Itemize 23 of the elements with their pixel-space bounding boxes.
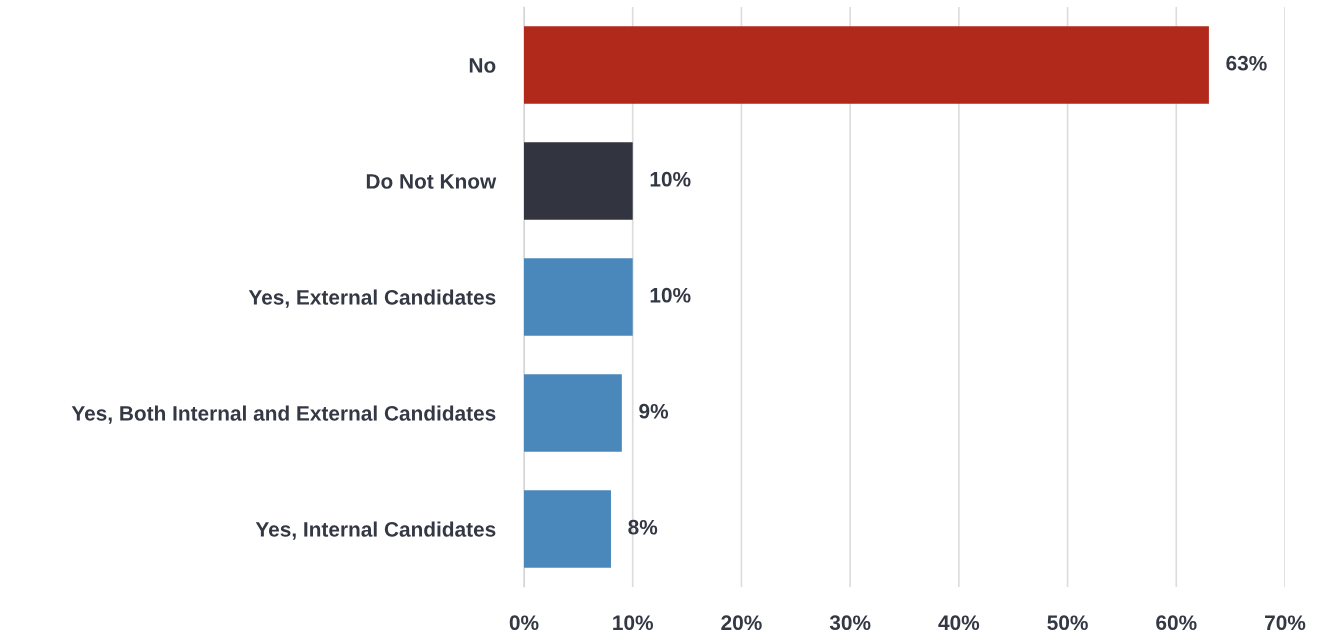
- bar: [524, 26, 1209, 104]
- x-tick-label: 0%: [509, 615, 539, 631]
- y-tick-label: Yes, Internal Candidates: [255, 521, 496, 540]
- y-tick-label: Yes, External Candidates: [248, 289, 496, 308]
- y-tick-label: Do Not Know: [366, 174, 497, 189]
- x-tick-label: 70%: [1265, 615, 1306, 631]
- x-tick-label: 50%: [1047, 615, 1088, 631]
- data-label: 10%: [650, 287, 691, 303]
- bar: [524, 374, 622, 452]
- x-tick-label: 20%: [721, 615, 762, 631]
- x-tick-label: 40%: [938, 615, 980, 631]
- x-tick-label: 60%: [1156, 615, 1197, 631]
- bar: [524, 258, 633, 336]
- bar: [524, 142, 633, 220]
- data-label: 9%: [639, 403, 669, 419]
- data-label: 63%: [1226, 55, 1267, 71]
- bar: [524, 490, 611, 568]
- data-label: 8%: [628, 519, 658, 535]
- y-tick-label: No: [469, 58, 496, 73]
- y-tick-label: Yes, Both Internal and External Candidates: [71, 405, 496, 424]
- data-label: 10%: [650, 171, 691, 187]
- x-tick-label: 10%: [613, 615, 654, 631]
- x-tick-label: 30%: [829, 615, 871, 631]
